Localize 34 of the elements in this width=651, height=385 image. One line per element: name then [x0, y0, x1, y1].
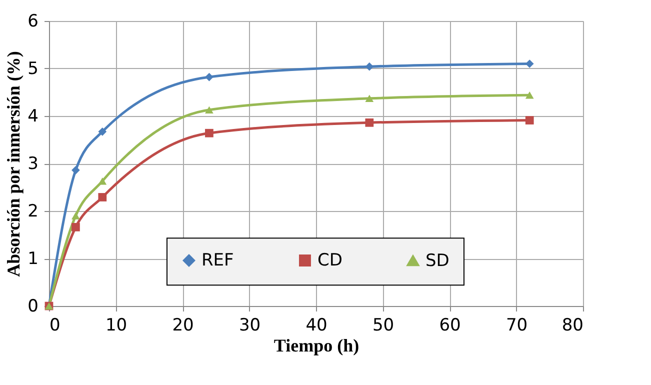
y-tick-label: 1 [28, 249, 38, 269]
x-tick-label: 10 [105, 316, 128, 336]
x-tick-label: 60 [439, 316, 461, 336]
y-tick-label: 4 [28, 106, 38, 126]
point [205, 128, 214, 138]
y-tick-label: 6 [28, 12, 38, 32]
point [205, 72, 214, 82]
legend-label: SD [425, 250, 450, 271]
point [72, 212, 80, 220]
x-tick-label: 20 [172, 316, 194, 336]
y-axis-title: Absorción por inmersión (%) [4, 51, 24, 277]
y-tick-label: 3 [28, 154, 38, 174]
x-tick-label: 70 [506, 316, 528, 336]
x-tick-label: 0 [50, 316, 60, 336]
point [365, 118, 374, 127]
x-tick-label: 80 [562, 316, 584, 336]
point [72, 222, 80, 232]
x-tick-label: 50 [372, 316, 394, 336]
x-axis-title: Tiempo (h) [274, 336, 360, 356]
x-tick-label: 30 [238, 316, 261, 336]
y-tick-label: 5 [28, 59, 38, 79]
point [525, 91, 534, 99]
x-tick-label: 40 [306, 316, 328, 336]
legend-label: CD [317, 250, 342, 270]
point [525, 116, 534, 124]
point [98, 127, 107, 136]
point [72, 166, 80, 174]
point [365, 94, 374, 102]
legend-label: REF [201, 250, 234, 270]
point [205, 106, 214, 114]
point [98, 177, 107, 185]
y-tick-label: 2 [28, 202, 38, 222]
y-tick-label: 0 [28, 296, 38, 316]
point [98, 193, 107, 202]
